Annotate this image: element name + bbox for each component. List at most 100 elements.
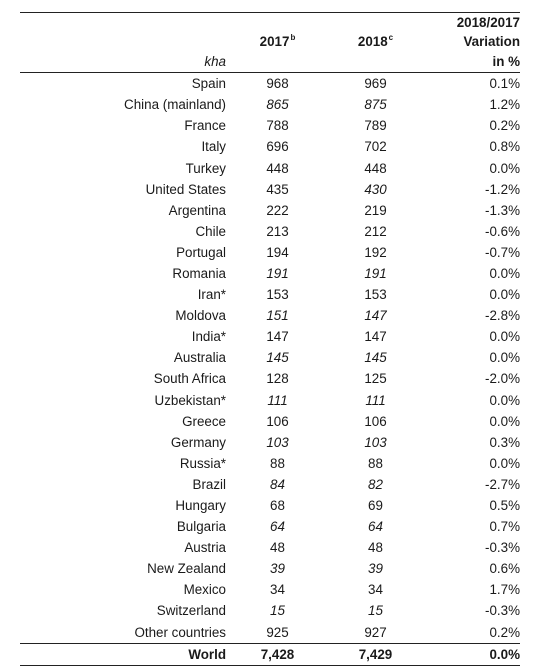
country-cell: Portugal (176, 244, 226, 260)
country-cell: New Zealand (147, 561, 226, 577)
value-2017-cell: 222 (266, 202, 289, 218)
header-2018: 2018c (357, 33, 394, 50)
variation-cell: 0.3% (489, 434, 520, 450)
table-row: Austria 48 48 -0.3% (20, 537, 520, 558)
value-2018-cell: 69 (368, 498, 383, 514)
country-cell: Italy (201, 139, 226, 155)
value-2018-cell: 927 (364, 624, 387, 640)
value-2017-cell: 103 (266, 434, 289, 450)
table-row: Switzerland 15 15 -0.3% (20, 600, 520, 621)
country-cell: Spain (191, 76, 226, 92)
total-country-cell: World (20, 642, 226, 666)
variation-cell: 0.0% (489, 287, 520, 303)
vineyard-area-table: 2018/2017 2017b 2018c Variation kha in %… (20, 13, 520, 666)
variation-cell: -0.7% (485, 244, 520, 260)
variation-cell: 0.0% (489, 329, 520, 345)
value-2017-cell: 48 (270, 540, 285, 556)
variation-cell: 1.7% (489, 582, 520, 598)
value-2017-cell: 111 (267, 392, 288, 408)
value-2018-cell: 219 (364, 202, 387, 218)
value-2018-cell: 88 (368, 455, 383, 471)
value-2018-cell: 106 (364, 413, 387, 429)
value-2018-cell: 875 (364, 97, 387, 113)
variation-cell: -2.8% (485, 308, 520, 324)
variation-cell: 0.0% (489, 160, 520, 176)
variation-cell: 0.0% (489, 455, 520, 471)
country-cell: Bulgaria (176, 519, 226, 535)
value-2017-cell: 128 (266, 371, 289, 387)
variation-cell: -2.0% (485, 371, 520, 387)
header-row-2: 2017b 2018c Variation (20, 32, 520, 51)
country-cell: United States (145, 181, 226, 197)
table-row: Portugal 194 192 -0.7% (20, 242, 520, 263)
table-header: 2018/2017 2017b 2018c Variation kha in % (20, 13, 520, 74)
table-row: China (mainland) 865 875 1.2% (20, 94, 520, 115)
value-2017-cell: 151 (266, 308, 289, 324)
value-2017-cell: 68 (270, 498, 285, 514)
table-row: Moldova 151 147 -2.8% (20, 305, 520, 326)
header-variation-line1: 2018/2017 (456, 15, 520, 30)
country-cell: Chile (195, 223, 226, 239)
variation-cell: -1.2% (485, 181, 520, 197)
value-2018-cell: 702 (364, 139, 387, 155)
table-row: South Africa 128 125 -2.0% (20, 368, 520, 389)
total-variation-cell: 0.0% (422, 642, 520, 666)
variation-cell: 0.6% (489, 561, 520, 577)
value-2018-cell: 191 (364, 265, 387, 281)
value-2017-cell: 925 (266, 624, 289, 640)
value-2017-cell: 106 (266, 413, 289, 429)
variation-cell: -2.7% (485, 476, 520, 492)
table-row: Italy 696 702 0.8% (20, 136, 520, 157)
table-row: Bulgaria 64 64 0.7% (20, 516, 520, 537)
country-cell: Germany (170, 434, 226, 450)
value-2017-cell: 191 (266, 265, 289, 281)
variation-cell: 0.0% (489, 392, 520, 408)
country-cell: Other countries (134, 624, 226, 640)
table-row: Brazil 84 82 -2.7% (20, 474, 520, 495)
value-2018-cell: 789 (364, 118, 387, 134)
table-row: Turkey 448 448 0.0% (20, 157, 520, 178)
value-2017-cell: 15 (270, 603, 285, 619)
variation-cell: 0.2% (489, 624, 520, 640)
value-2017-cell: 145 (266, 350, 289, 366)
table-row: Hungary 68 69 0.5% (20, 495, 520, 516)
country-cell: Romania (172, 265, 226, 281)
country-cell: Moldova (175, 308, 226, 324)
value-2018-cell: 103 (364, 434, 387, 450)
total-2018-cell: 7,429 (329, 642, 422, 666)
variation-cell: 0.8% (489, 139, 520, 155)
value-2018-cell: 48 (368, 540, 383, 556)
country-cell: Iran* (197, 287, 226, 303)
table-row: France 788 789 0.2% (20, 115, 520, 136)
country-cell: France (184, 118, 226, 134)
variation-cell: -0.3% (485, 603, 520, 619)
value-2017-cell: 213 (266, 223, 289, 239)
variation-cell: -0.3% (485, 540, 520, 556)
table-row: New Zealand 39 39 0.6% (20, 558, 520, 579)
table-row: Mexico 34 34 1.7% (20, 579, 520, 600)
variation-cell: 0.2% (489, 118, 520, 134)
country-cell: China (mainland) (124, 97, 226, 113)
value-2018-cell: 145 (364, 350, 387, 366)
value-2018-cell: 125 (364, 371, 387, 387)
table-row: Uzbekistan* 111 111 0.0% (20, 390, 520, 411)
variation-cell: 0.0% (489, 350, 520, 366)
table-body: Spain 968 969 0.1% China (mainland) 865 875 1.2… (20, 73, 520, 666)
header-variation-line3: in % (422, 51, 520, 74)
table-row: India* 147 147 0.0% (20, 326, 520, 347)
country-cell: India* (191, 329, 226, 345)
value-2017-cell: 153 (266, 287, 289, 303)
total-2017-cell: 7,428 (226, 642, 329, 666)
value-2018-cell: 111 (365, 392, 386, 408)
value-2018-cell: 192 (364, 244, 387, 260)
value-2017-cell: 968 (266, 76, 289, 92)
value-2017-cell: 435 (266, 181, 289, 197)
value-2018-cell: 969 (364, 76, 387, 92)
value-2018-cell: 15 (368, 603, 383, 619)
table-row: Iran* 153 153 0.0% (20, 284, 520, 305)
country-cell: Austria (184, 540, 226, 556)
value-2017-cell: 88 (270, 455, 285, 471)
value-2017-cell: 865 (266, 97, 289, 113)
country-cell: Uzbekistan* (154, 392, 226, 408)
header-row-3: kha in % (20, 51, 520, 74)
